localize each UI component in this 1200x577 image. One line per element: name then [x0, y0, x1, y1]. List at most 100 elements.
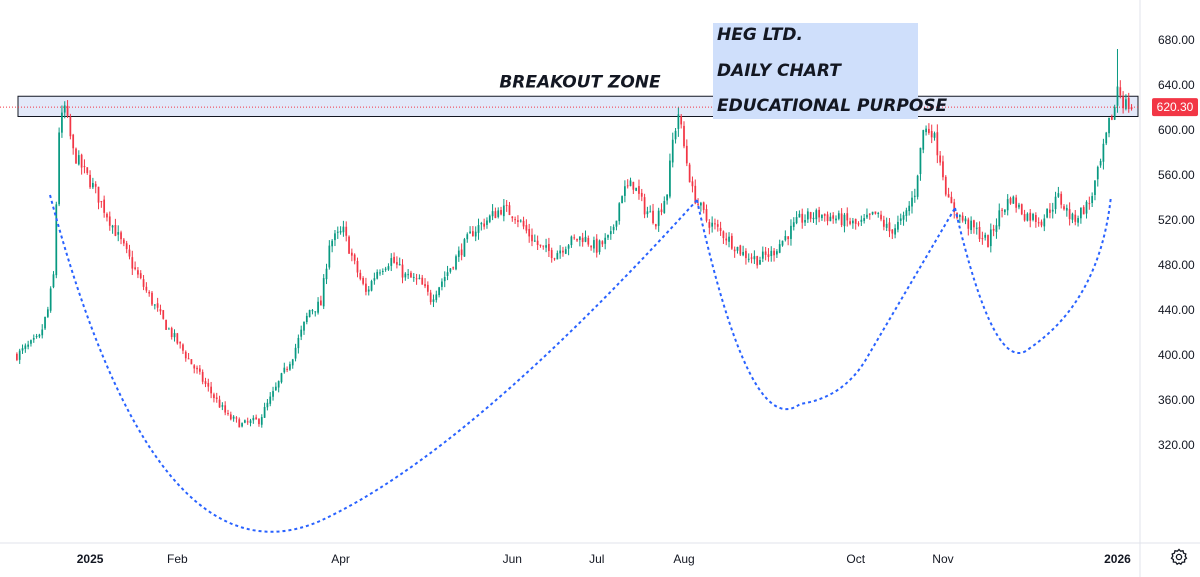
candle-body [452, 267, 455, 269]
candle-body [801, 213, 804, 223]
candle [804, 214, 806, 226]
candle-body [578, 236, 581, 240]
candle-body [947, 194, 950, 198]
candle [761, 246, 764, 263]
candle-body [548, 243, 550, 251]
y-tick-label: 640.00 [1158, 78, 1195, 92]
candle [818, 206, 820, 223]
candle-body [184, 351, 187, 359]
candle-body [958, 214, 961, 217]
candle [714, 218, 716, 230]
candle-body [964, 218, 967, 222]
candle-body [168, 328, 170, 330]
candle-body [885, 223, 888, 228]
candle [832, 212, 835, 224]
candle-body [584, 236, 587, 242]
candle-body [446, 272, 449, 276]
candle-body [1127, 97, 1130, 110]
candle-body [280, 373, 283, 383]
candle [455, 254, 457, 271]
candle-body [902, 215, 905, 220]
candle-body [294, 347, 297, 359]
candle-body [601, 241, 604, 245]
candle [1110, 114, 1113, 121]
candle-body [832, 215, 835, 219]
candle [381, 268, 384, 275]
candle [148, 290, 151, 297]
candle [187, 352, 190, 360]
candle-body [1032, 213, 1034, 220]
candle [795, 211, 798, 225]
candle-body [486, 220, 488, 225]
candle [125, 240, 128, 254]
candle-body [32, 338, 35, 340]
candle [913, 188, 916, 203]
candle [688, 162, 691, 183]
candle-body [705, 209, 708, 221]
candle-body [1049, 209, 1051, 213]
candle [1091, 192, 1094, 208]
candle-body [1110, 116, 1113, 120]
y-tick-label: 520.00 [1158, 213, 1195, 227]
candle-body [145, 286, 148, 291]
candle-body [1085, 201, 1088, 214]
candle-body [840, 213, 843, 226]
candle [750, 253, 753, 264]
time-axis: 2025 Feb Apr Jun Jul Aug Oct Nov 2026 [0, 542, 1200, 566]
candle-body [553, 258, 556, 260]
candle-body [719, 227, 722, 231]
candle [1077, 215, 1079, 227]
candle [58, 127, 60, 207]
candle-body [193, 365, 196, 369]
candle [201, 369, 204, 385]
candle-body [111, 225, 114, 228]
candle-body [897, 221, 899, 230]
candle-body [86, 167, 89, 173]
candle-body [632, 181, 635, 190]
candle-body [63, 105, 66, 113]
settings-gear-icon[interactable] [1170, 548, 1188, 566]
candle [989, 223, 992, 253]
candle-body [545, 245, 547, 248]
candle-body [652, 210, 654, 224]
candle [441, 278, 443, 291]
candle-body [562, 250, 564, 253]
candle [322, 274, 325, 310]
candle-body [806, 211, 809, 220]
candle [863, 213, 866, 224]
candle-body [1006, 199, 1009, 211]
title-line-1: HEG LTD. [717, 25, 803, 45]
candle [1085, 200, 1088, 219]
candle [66, 100, 69, 118]
candle-body [198, 368, 201, 372]
candle [280, 372, 283, 384]
candle [973, 219, 975, 234]
candle-body [559, 250, 562, 254]
candle-body [297, 337, 300, 349]
candle-body [615, 220, 618, 227]
candle [685, 139, 688, 167]
candle-body [438, 287, 440, 296]
candle-body [418, 277, 421, 279]
candle-body [72, 134, 75, 149]
candle [840, 208, 843, 228]
candle-body [525, 225, 528, 231]
candle [122, 237, 125, 247]
candle-body [593, 240, 595, 249]
candle [370, 279, 373, 292]
candle [705, 204, 708, 223]
candle [578, 236, 581, 247]
candle-body [1074, 214, 1077, 222]
candle [1004, 209, 1006, 215]
candle-body [362, 278, 364, 284]
candle [1020, 203, 1023, 216]
candle-body [626, 185, 629, 187]
candle [967, 217, 970, 236]
candle-body [607, 234, 609, 238]
candle [407, 269, 410, 279]
title-line-2: DAILY CHART [717, 61, 842, 81]
cup-curve [954, 195, 1112, 354]
candle [1088, 196, 1091, 210]
candle-body [182, 344, 184, 351]
candle-body [46, 309, 49, 317]
